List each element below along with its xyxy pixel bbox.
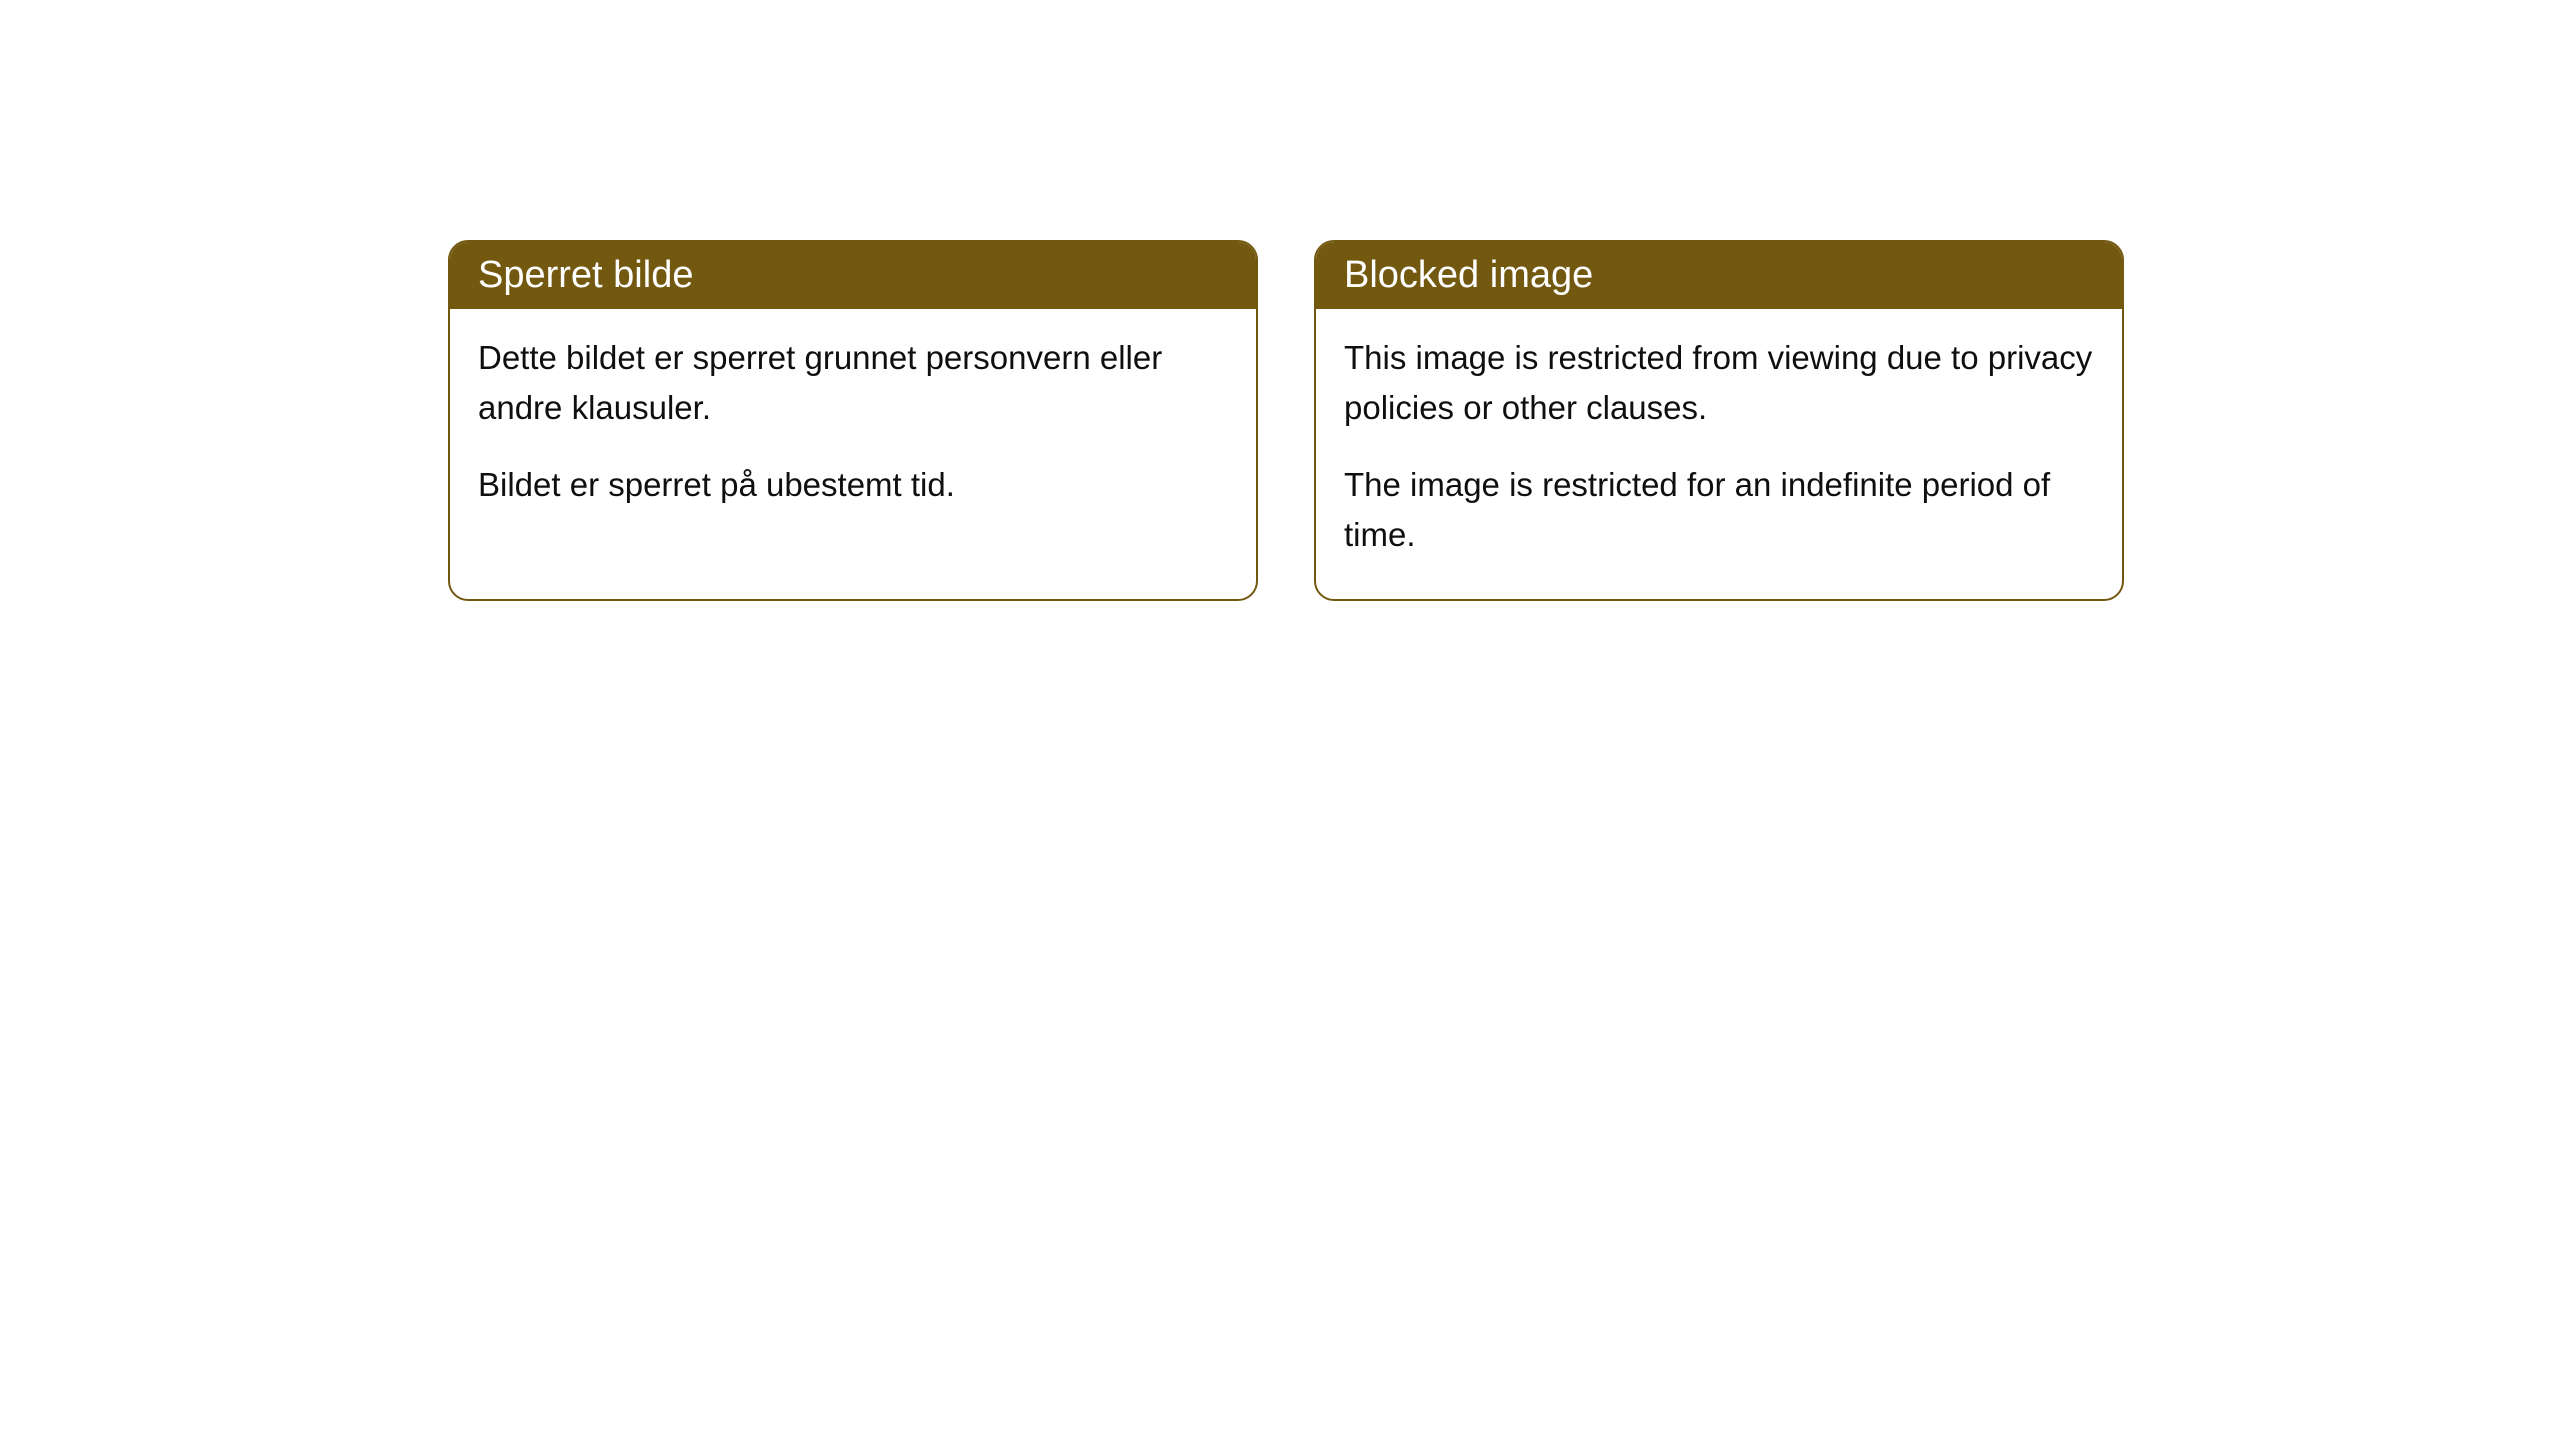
card-paragraph-2: Bildet er sperret på ubestemt tid. [478, 460, 1228, 510]
card-header-english: Blocked image [1316, 242, 2122, 309]
notice-container: Sperret bilde Dette bildet er sperret gr… [0, 0, 2560, 601]
blocked-image-card-english: Blocked image This image is restricted f… [1314, 240, 2124, 601]
card-body-norwegian: Dette bildet er sperret grunnet personve… [450, 309, 1256, 550]
card-title: Blocked image [1344, 254, 1593, 296]
card-paragraph-1: This image is restricted from viewing du… [1344, 333, 2094, 432]
card-paragraph-1: Dette bildet er sperret grunnet personve… [478, 333, 1228, 432]
card-body-english: This image is restricted from viewing du… [1316, 309, 2122, 599]
card-title: Sperret bilde [478, 254, 693, 296]
card-header-norwegian: Sperret bilde [450, 242, 1256, 309]
card-paragraph-2: The image is restricted for an indefinit… [1344, 460, 2094, 559]
blocked-image-card-norwegian: Sperret bilde Dette bildet er sperret gr… [448, 240, 1258, 601]
